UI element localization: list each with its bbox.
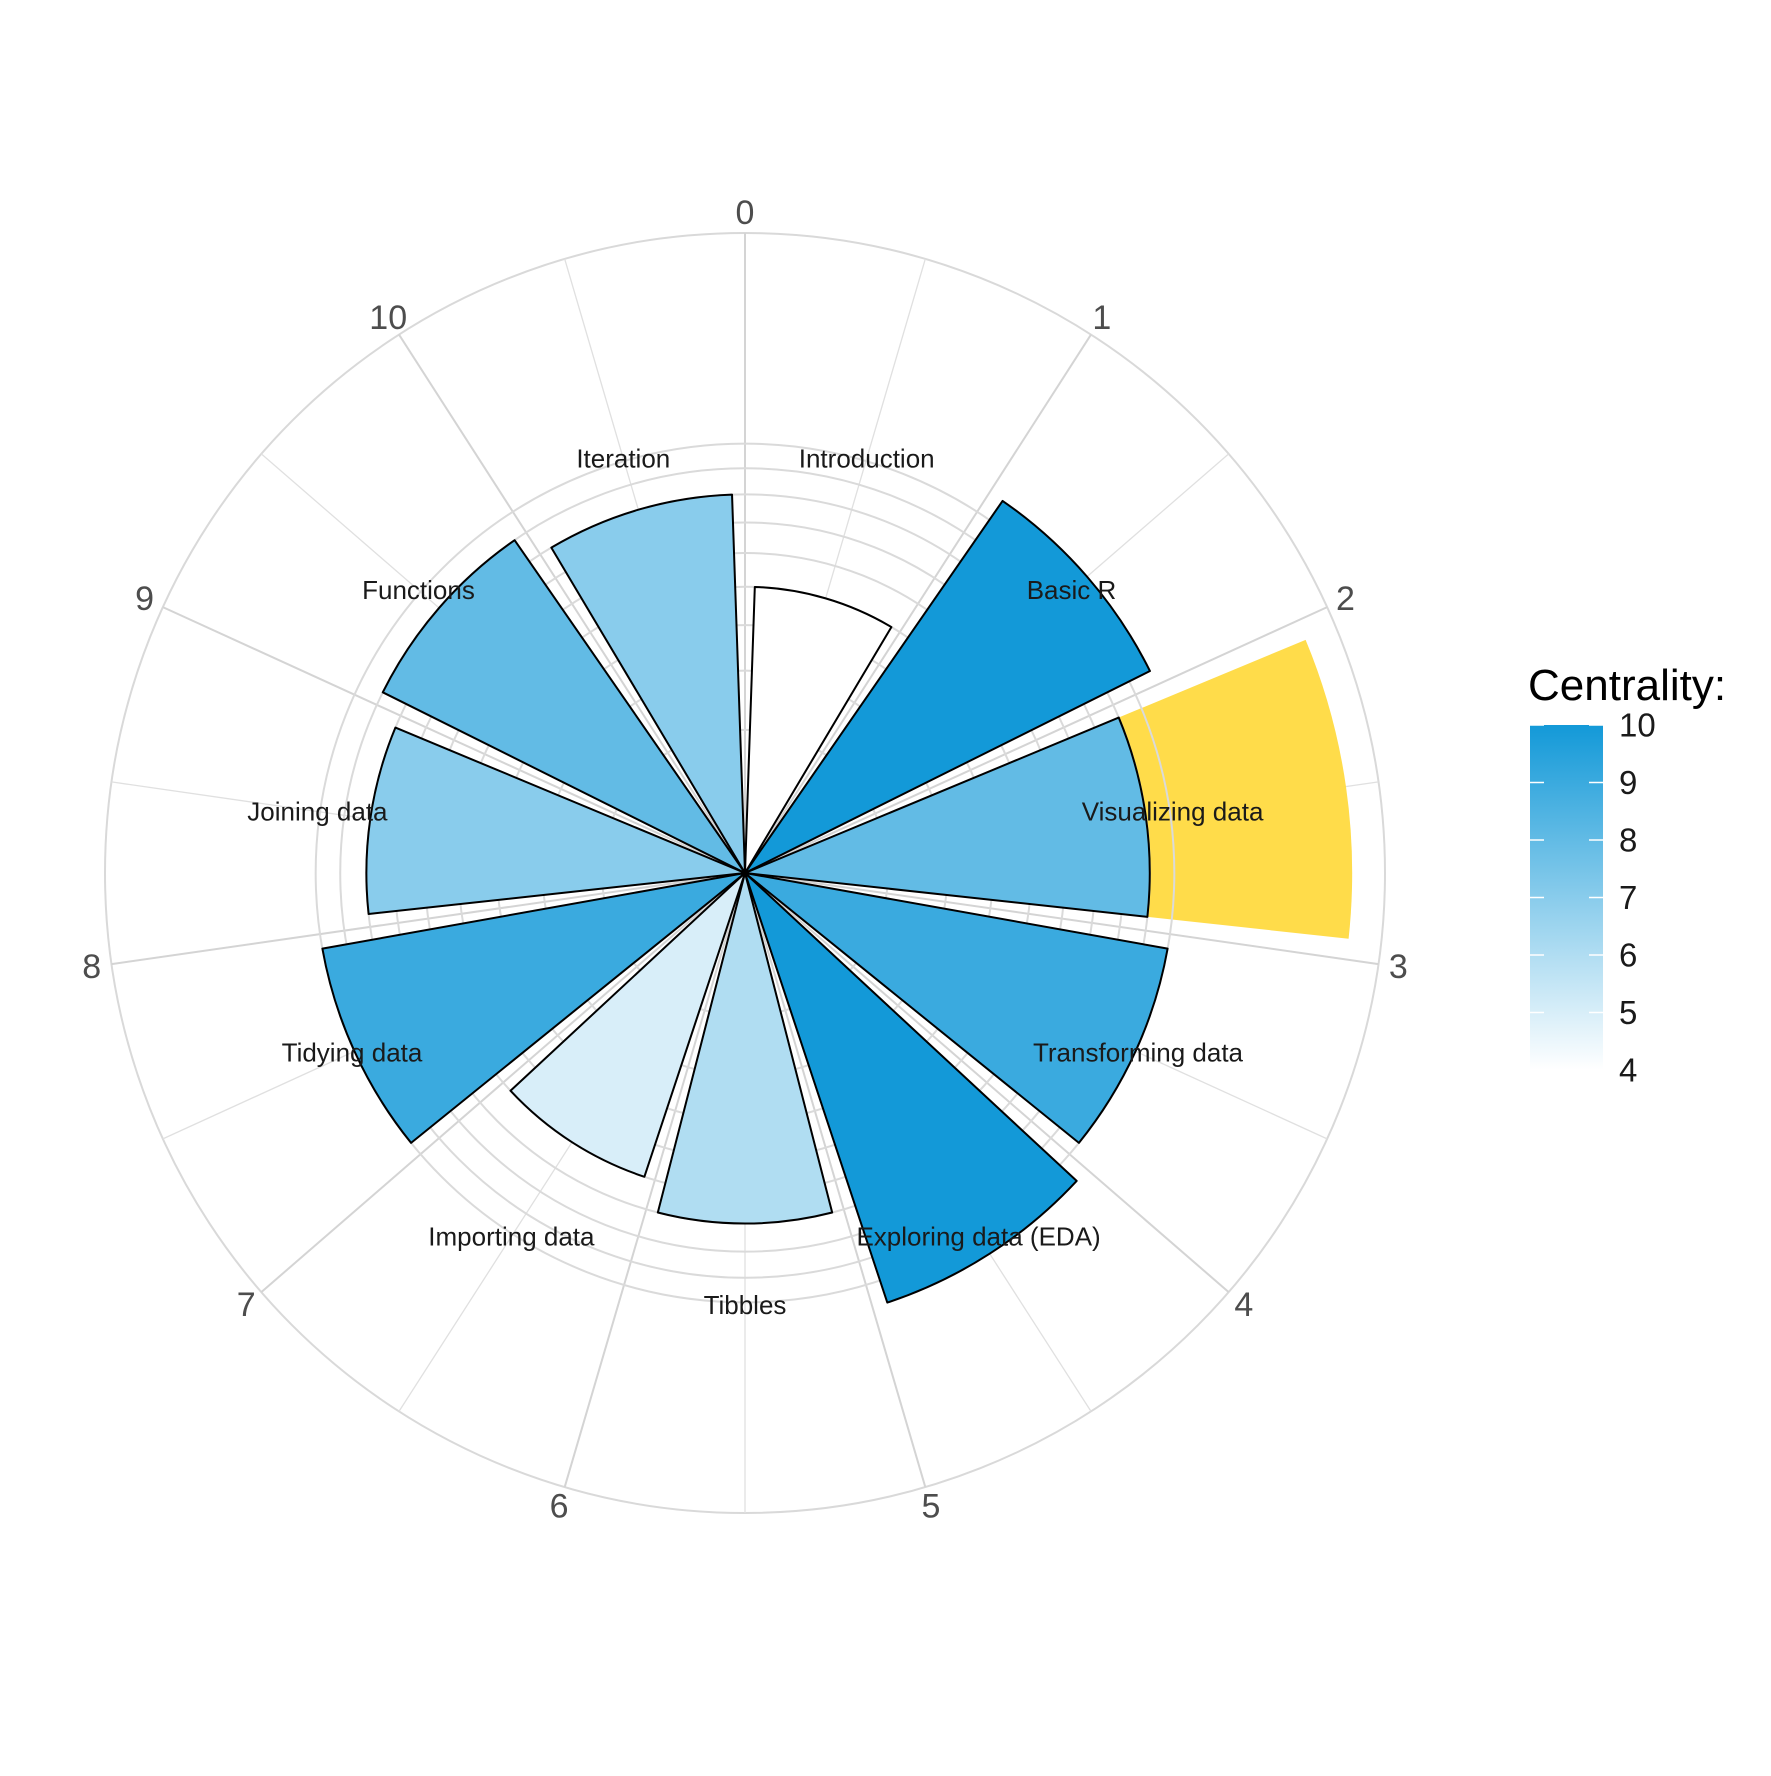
category-label: Joining data <box>247 797 388 827</box>
legend: Centrality: 10 9 8 7 6 5 4 <box>1528 661 1726 1089</box>
category-label: Basic R <box>1027 575 1117 605</box>
bar <box>744 585 893 874</box>
category-label: Iteration <box>576 444 670 474</box>
legend-title: Centrality: <box>1528 661 1726 710</box>
legend-tick-label: 10 <box>1619 707 1656 744</box>
bar-layer <box>321 493 1169 1304</box>
legend-tick-label: 8 <box>1619 822 1637 859</box>
legend-tick-label: 4 <box>1619 1052 1637 1089</box>
bar <box>744 872 1169 1144</box>
theta-tick-label: 6 <box>550 1487 569 1525</box>
theta-tick-label: 7 <box>237 1286 256 1324</box>
legend-tick-label: 6 <box>1619 937 1637 974</box>
category-label: Exploring data (EDA) <box>856 1221 1100 1251</box>
theta-tick-label: 9 <box>135 580 154 618</box>
theta-tick-label: 1 <box>1092 299 1111 337</box>
bar <box>381 539 746 874</box>
category-label: Visualizing data <box>1082 797 1264 827</box>
legend-tick-label: 9 <box>1619 764 1637 801</box>
theta-tick-label: 0 <box>736 194 755 232</box>
bar <box>365 726 746 916</box>
bar <box>744 499 1151 874</box>
label-layer: 0 1 2 3 4 5 6 7 8 9 10 Introduction Basic R Visualizi… <box>82 194 1408 1525</box>
bar <box>550 493 746 874</box>
bar <box>656 872 834 1225</box>
theta-tick-label: 2 <box>1336 580 1355 618</box>
inner-ring <box>314 442 1176 1304</box>
category-label: Transforming data <box>1033 1038 1244 1068</box>
theta-tick-label: 4 <box>1234 1286 1253 1324</box>
bar <box>744 872 1078 1304</box>
theta-tick-label: 3 <box>1389 948 1408 986</box>
legend-ticks: 10 9 8 7 6 5 4 <box>1530 707 1656 1089</box>
category-label: Importing data <box>428 1221 595 1251</box>
theta-tick-label: 10 <box>369 299 407 337</box>
category-label: Functions <box>362 575 475 605</box>
theta-tick-label: 8 <box>82 948 101 986</box>
legend-tick-label: 5 <box>1619 994 1637 1031</box>
bar <box>509 872 746 1178</box>
theta-tick-label: 5 <box>921 1487 940 1525</box>
bar <box>321 872 746 1144</box>
category-label: Tidying data <box>282 1038 423 1068</box>
bar <box>744 716 1151 918</box>
legend-tick-label: 7 <box>1619 879 1637 916</box>
category-label: Introduction <box>799 444 935 474</box>
category-label: Tibbles <box>704 1290 787 1320</box>
